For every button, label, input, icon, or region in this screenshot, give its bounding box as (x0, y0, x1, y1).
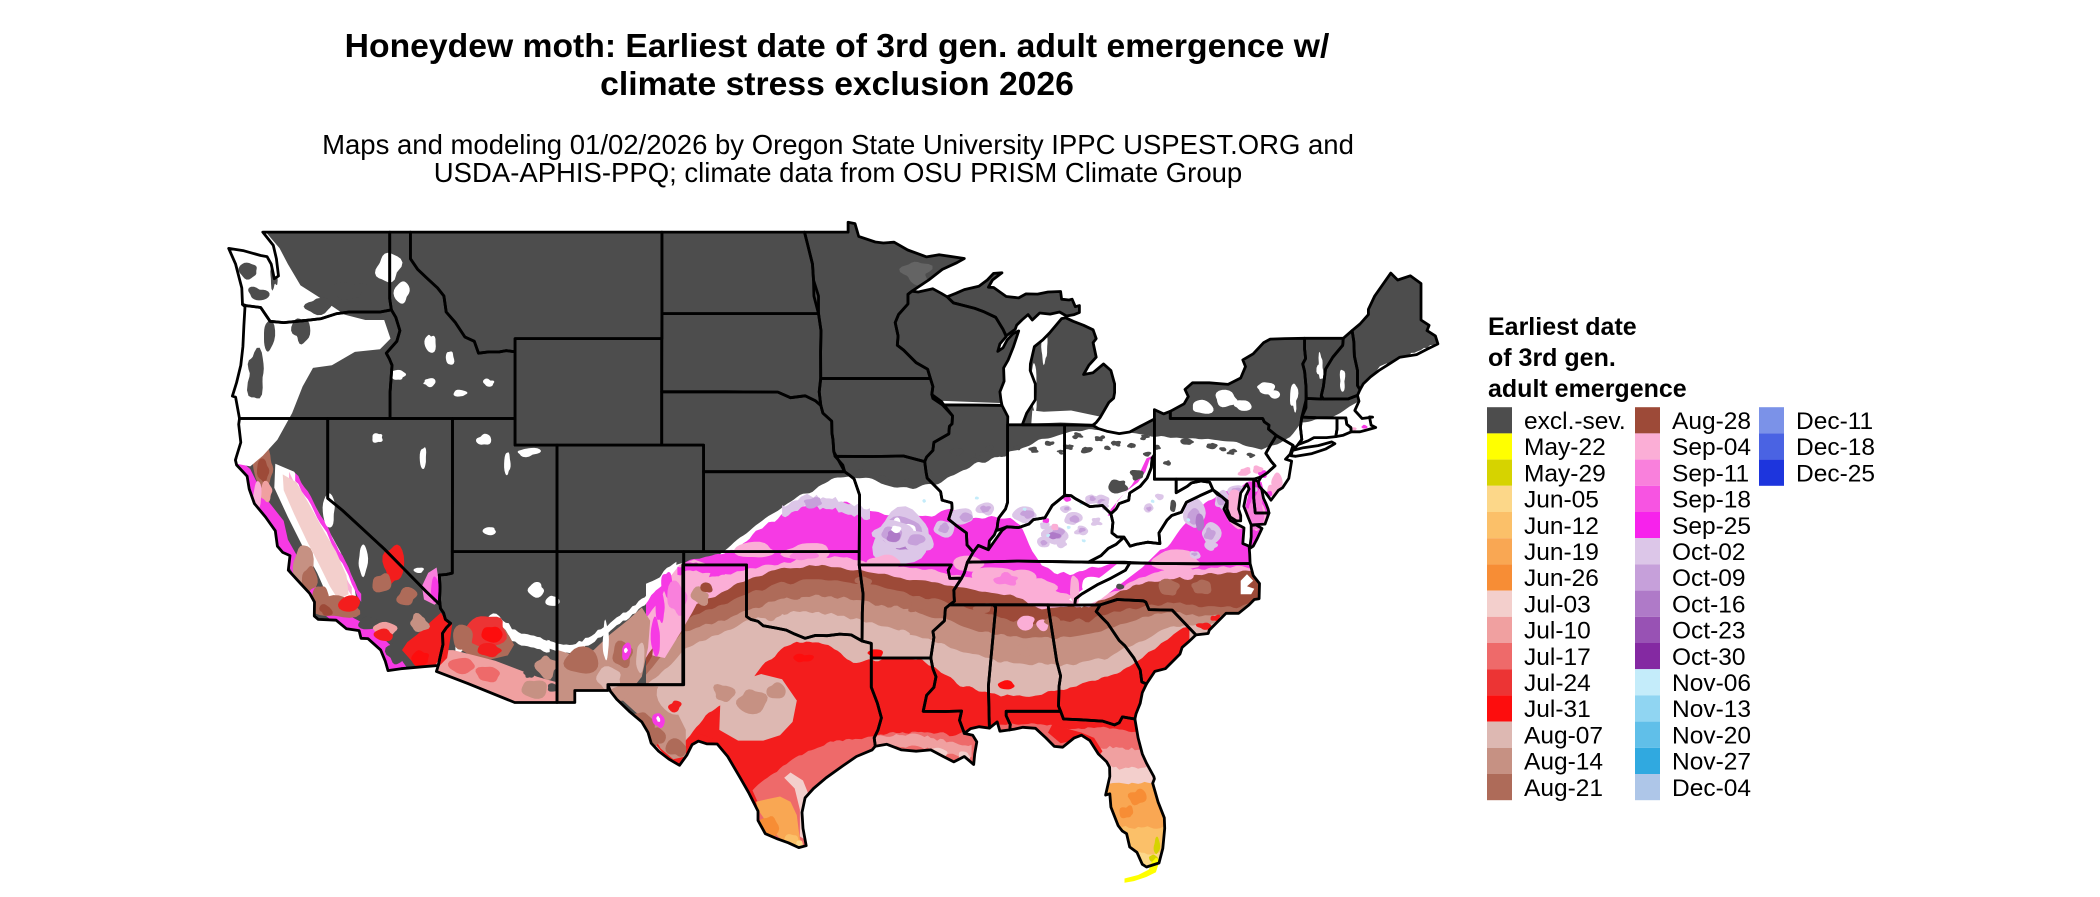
svg-text:Oct-30: Oct-30 (1672, 644, 1746, 671)
svg-text:May-22: May-22 (1524, 434, 1606, 461)
svg-text:Aug-28: Aug-28 (1672, 408, 1751, 435)
svg-text:Oct-02: Oct-02 (1672, 539, 1746, 566)
svg-text:Oct-16: Oct-16 (1672, 591, 1746, 618)
svg-text:Aug-14: Aug-14 (1524, 749, 1603, 776)
svg-text:climate stress exclusion 2026: climate stress exclusion 2026 (600, 65, 1074, 103)
svg-text:Sep-18: Sep-18 (1672, 487, 1751, 514)
svg-text:adult emergence: adult emergence (1488, 375, 1687, 403)
svg-text:Jul-24: Jul-24 (1524, 670, 1591, 697)
svg-text:Aug-21: Aug-21 (1524, 775, 1603, 802)
svg-text:Sep-25: Sep-25 (1672, 513, 1751, 540)
svg-text:of 3rd gen.: of 3rd gen. (1488, 344, 1616, 372)
svg-text:May-29: May-29 (1524, 460, 1606, 487)
svg-text:Dec-04: Dec-04 (1672, 775, 1751, 802)
svg-text:Jun-12: Jun-12 (1524, 513, 1599, 540)
svg-text:Jun-19: Jun-19 (1524, 539, 1599, 566)
svg-text:Nov-20: Nov-20 (1672, 722, 1751, 749)
svg-text:USDA-APHIS-PPQ; climate data f: USDA-APHIS-PPQ; climate data from OSU PR… (434, 157, 1242, 188)
svg-text:Sep-11: Sep-11 (1672, 460, 1749, 487)
svg-text:Nov-06: Nov-06 (1672, 670, 1751, 697)
svg-text:Nov-13: Nov-13 (1672, 696, 1751, 723)
svg-text:Dec-11: Dec-11 (1796, 408, 1873, 435)
svg-text:Jul-03: Jul-03 (1524, 591, 1591, 618)
svg-text:Jun-05: Jun-05 (1524, 487, 1599, 514)
svg-text:Nov-27: Nov-27 (1672, 749, 1751, 776)
svg-text:Jul-17: Jul-17 (1524, 644, 1591, 671)
svg-text:Dec-25: Dec-25 (1796, 460, 1875, 487)
svg-text:excl.-sev.: excl.-sev. (1524, 408, 1626, 435)
svg-text:Jun-26: Jun-26 (1524, 565, 1599, 592)
svg-text:Aug-07: Aug-07 (1524, 722, 1603, 749)
svg-text:Oct-09: Oct-09 (1672, 565, 1746, 592)
svg-text:Earliest date: Earliest date (1488, 313, 1637, 341)
svg-text:Jul-10: Jul-10 (1524, 618, 1591, 645)
svg-text:Honeydew moth: Earliest date o: Honeydew moth: Earliest date of 3rd gen.… (345, 27, 1330, 65)
svg-text:Jul-31: Jul-31 (1524, 696, 1591, 723)
svg-text:Dec-18: Dec-18 (1796, 434, 1875, 461)
svg-text:Oct-23: Oct-23 (1672, 618, 1746, 645)
svg-text:Sep-04: Sep-04 (1672, 434, 1751, 461)
svg-text:Maps and modeling 01/02/2026 b: Maps and modeling 01/02/2026 by Oregon S… (322, 129, 1354, 160)
